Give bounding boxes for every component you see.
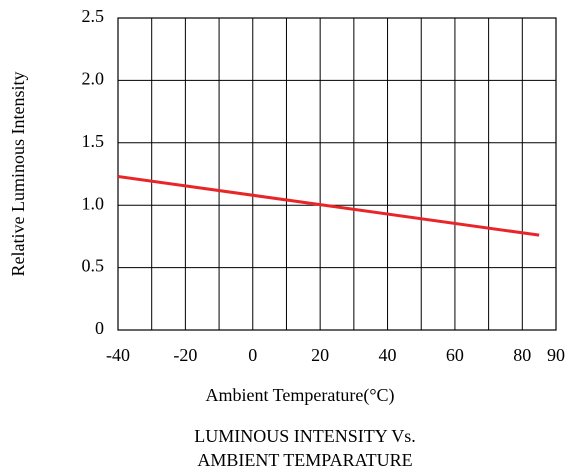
x-axis-label: Ambient Temperature(°C) — [205, 385, 394, 406]
y-axis-label: Relative Luminous Intensity — [8, 72, 28, 277]
y-tick-label: 0.5 — [82, 256, 105, 276]
y-tick-label: 1.5 — [82, 131, 105, 151]
x-tick-label: -40 — [106, 345, 130, 365]
x-tick-label: 20 — [311, 345, 329, 365]
x-tick-label: 90 — [547, 345, 565, 365]
plot-frame — [117, 17, 557, 331]
x-tick-label: 80 — [513, 345, 531, 365]
y-tick-label: 2.0 — [82, 69, 105, 89]
chart-title: LUMINOUS INTENSITY Vs. — [194, 426, 416, 446]
x-tick-label: 40 — [379, 345, 397, 365]
x-tick-label: -20 — [173, 345, 197, 365]
y-tick-label: 2.5 — [82, 6, 105, 26]
y-tick-label: 0 — [95, 318, 104, 338]
x-tick-label: 0 — [248, 345, 257, 365]
x-tick-label: 60 — [446, 345, 464, 365]
y-tick-label: 1.0 — [82, 193, 105, 213]
data-line — [117, 175, 540, 237]
chart-title: AMBIENT TEMPARATURE — [197, 450, 412, 470]
